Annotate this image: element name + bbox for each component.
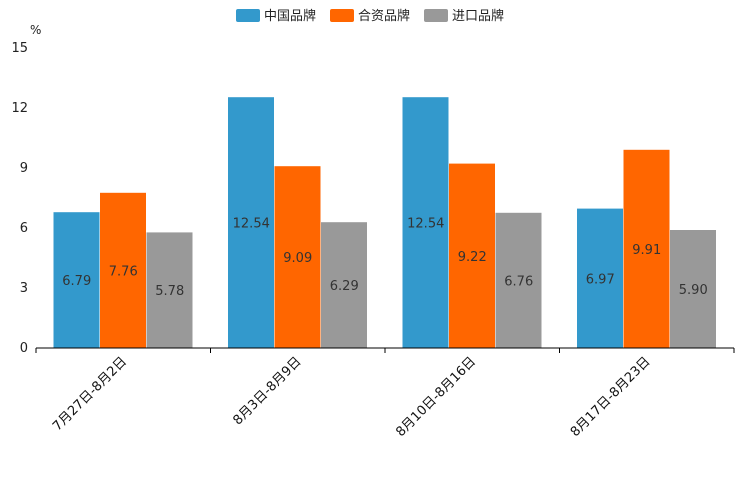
bar xyxy=(274,166,321,348)
bar xyxy=(53,212,100,348)
legend-label: 中国品牌 xyxy=(264,8,316,24)
bar xyxy=(577,208,623,348)
bar-value-label: 12.54 xyxy=(233,217,270,232)
bar xyxy=(146,232,193,348)
bar-value-label: 6.97 xyxy=(586,272,615,287)
bar-value-label: 7.76 xyxy=(109,264,138,279)
legend-label: 合资品牌 xyxy=(358,8,410,24)
x-category-label: 8月17日-8月23日 xyxy=(568,354,654,440)
bar xyxy=(321,222,367,348)
bar-value-label: 12.54 xyxy=(407,217,444,232)
x-axis: 7月27日-8月2日 8月3日-8月9日 8月10日-8月16日 8月17日-8月23… xyxy=(35,347,735,440)
legend-swatch xyxy=(330,9,354,22)
legend-swatch xyxy=(236,9,260,22)
y-tick-label: 15 xyxy=(11,41,28,56)
y-tick-label: 12 xyxy=(11,101,28,116)
legend: 中国品牌 合资品牌 进口品牌 xyxy=(236,8,504,24)
bar-value-label: 5.90 xyxy=(679,283,708,298)
legend-label: 进口品牌 xyxy=(452,8,504,24)
bar xyxy=(495,212,542,348)
bar-value-label: 5.78 xyxy=(155,284,184,299)
bar xyxy=(623,149,670,348)
y-axis-ticks: 0 3 6 9 12 15 xyxy=(11,41,28,356)
bar xyxy=(670,230,716,348)
legend-swatch xyxy=(424,9,448,22)
bar xyxy=(100,192,146,348)
y-axis-unit-label: % xyxy=(30,23,41,37)
bar-value-label: 9.91 xyxy=(632,243,661,258)
y-tick-label: 6 xyxy=(20,221,28,236)
y-tick-label: 9 xyxy=(20,161,28,176)
y-tick-label: 3 xyxy=(20,281,28,296)
bar-value-label: 6.79 xyxy=(62,274,91,289)
bar-value-label: 9.22 xyxy=(458,250,487,265)
bar-value-label: 9.09 xyxy=(283,251,312,266)
x-category-label: 7月27日-8月2日 xyxy=(50,354,130,434)
bars: 6.79 7.76 5.78 12.54 9.09 6.29 12.54 9.22 6.76 6.… xyxy=(53,97,716,348)
bar xyxy=(449,163,495,348)
x-category-label: 8月3日-8月9日 xyxy=(230,354,304,428)
x-category-label: 8月10日-8月16日 xyxy=(393,354,479,440)
bar xyxy=(228,97,274,348)
bar-value-label: 6.76 xyxy=(504,274,533,289)
bar xyxy=(402,97,449,348)
bar-value-label: 6.29 xyxy=(330,279,359,294)
y-tick-label: 0 xyxy=(20,341,28,356)
